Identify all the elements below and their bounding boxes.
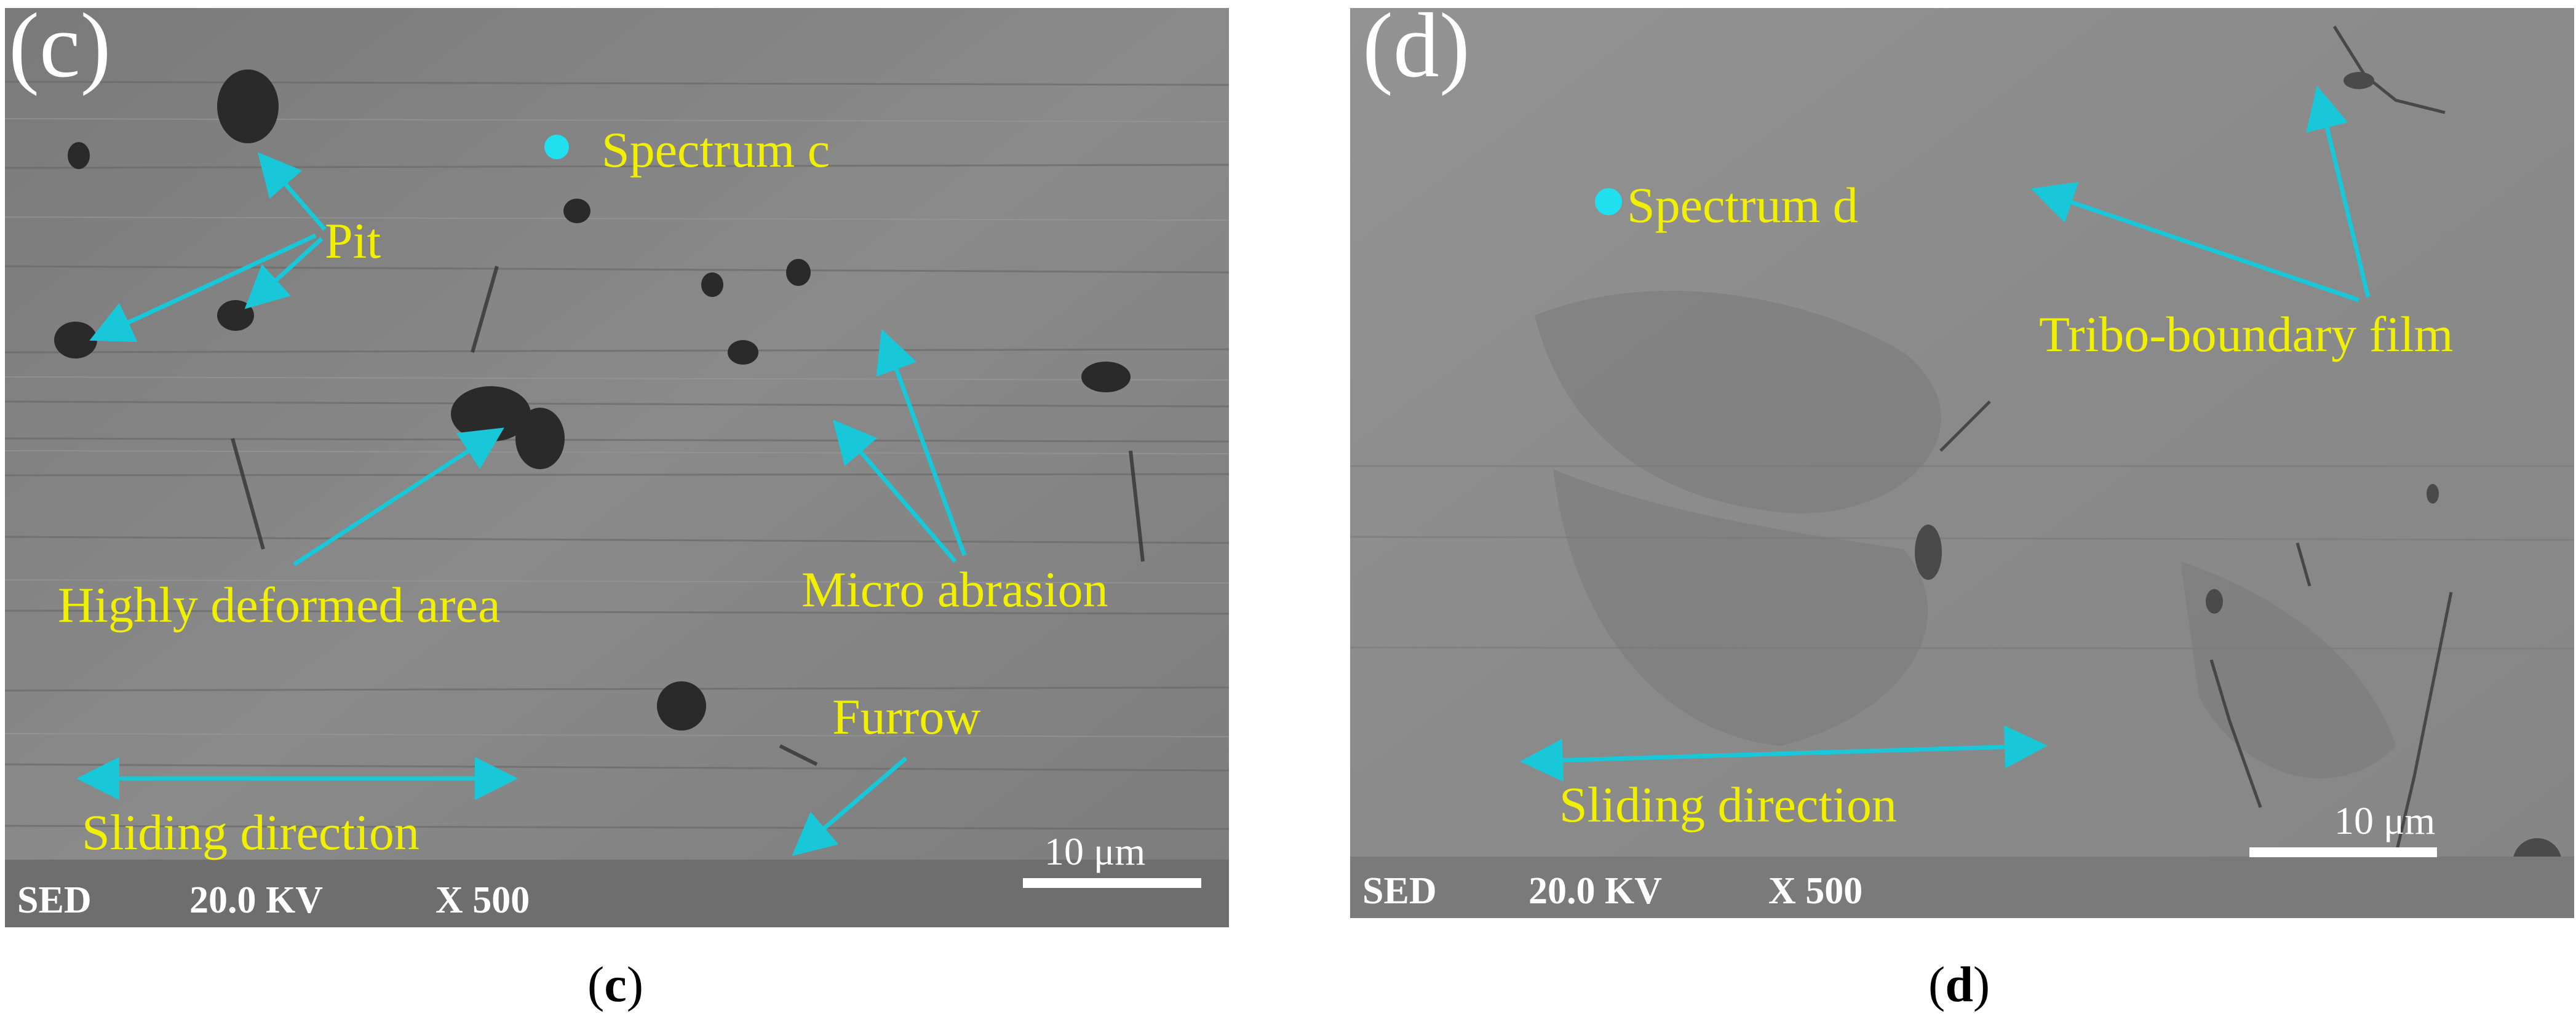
label-sliding-direction-c: Sliding direction bbox=[82, 804, 419, 860]
info-magnification-c: X 500 bbox=[435, 879, 530, 921]
annotation-arrows-c bbox=[76, 152, 967, 857]
label-sliding-direction-d: Sliding direction bbox=[1559, 777, 1897, 833]
label-tribo-boundary-film: Tribo-boundary film bbox=[2039, 306, 2454, 362]
info-voltage-d: 20.0 KV bbox=[1529, 870, 1662, 912]
info-mode-d: SED bbox=[1362, 870, 1437, 912]
info-magnification-d: X 500 bbox=[1768, 870, 1863, 912]
scale-label-d: 10 μm bbox=[2334, 799, 2436, 842]
annotation-arrows-d bbox=[1520, 85, 2371, 782]
scale-bar-c bbox=[1023, 878, 1201, 888]
caption-c-letter: c bbox=[604, 956, 627, 1012]
scale-bar-d bbox=[2249, 847, 2437, 857]
arrows-overlay-c bbox=[76, 135, 967, 857]
info-mode-c: SED bbox=[17, 879, 92, 921]
caption-c: (c) bbox=[587, 956, 644, 1012]
label-pit: Pit bbox=[325, 213, 381, 269]
info-voltage-c: 20.0 KV bbox=[189, 879, 323, 921]
scale-label-c: 10 μm bbox=[1044, 830, 1146, 873]
label-highly-deformed-area: Highly deformed area bbox=[58, 577, 501, 633]
spectrum-label-c: Spectrum c bbox=[602, 122, 830, 178]
caption-d-letter: d bbox=[1945, 956, 1973, 1012]
spectrum-marker-c bbox=[544, 135, 569, 159]
spectrum-marker-d bbox=[1595, 188, 1622, 215]
sem-image-d: (d) Spectrum d Tribo-boundary film Slidi… bbox=[1350, 8, 2574, 918]
spectrum-label-d: Spectrum d bbox=[1627, 177, 1858, 233]
sem-image-c: (c) Spectrum c Pit Highly deformed area … bbox=[5, 8, 1229, 927]
label-micro-abrasion: Micro abrasion bbox=[801, 561, 1108, 617]
caption-d: (d) bbox=[1928, 956, 1990, 1012]
arrows-overlay-d bbox=[1520, 85, 2371, 782]
label-furrow: Furrow bbox=[832, 689, 981, 745]
panel-letter-c: (c) bbox=[9, 8, 111, 97]
panel-letter-d: (d) bbox=[1362, 8, 1470, 97]
